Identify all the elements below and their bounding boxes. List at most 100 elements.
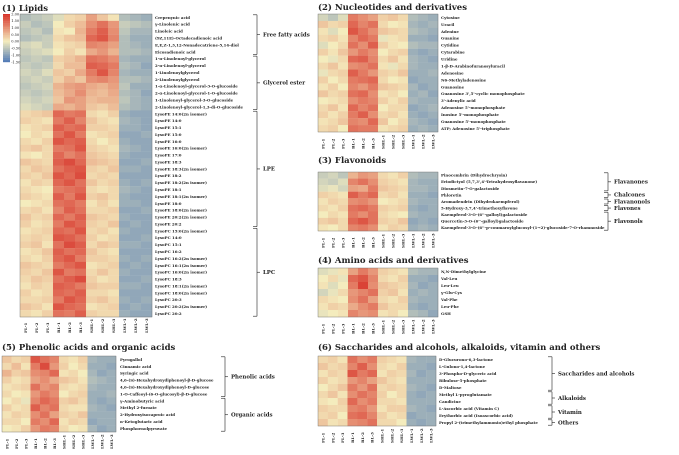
- heatmap-cell: [418, 83, 429, 91]
- heatmap-cell: [31, 34, 43, 42]
- heatmap-cell: [418, 211, 429, 219]
- heatmap-cell: [2, 397, 12, 405]
- heatmap-cell: [64, 158, 76, 166]
- heatmap-cell: [68, 404, 79, 412]
- heatmap-cell: [357, 363, 368, 371]
- heatmap-cell: [378, 224, 389, 232]
- heatmap-cell: [378, 303, 389, 311]
- heatmap-cell: [64, 14, 76, 22]
- row-label: LysoPE 15:0: [155, 132, 182, 137]
- heatmap-cell: [108, 275, 120, 283]
- heatmap-cell: [418, 104, 429, 112]
- heatmap-cell: [378, 217, 389, 225]
- heatmap-cell: [428, 34, 439, 42]
- row-label: LysoPE 18:2: [155, 173, 182, 178]
- row-label: Adenosine: [440, 70, 464, 75]
- heatmap-cell: [75, 75, 87, 84]
- heatmap-cell: [418, 62, 429, 70]
- heatmap-cell: [30, 404, 41, 412]
- heatmap-cell: [141, 199, 153, 207]
- legend-swatch: [3, 57, 10, 59]
- heatmap-cell: [53, 89, 65, 97]
- heatmap-cell: [11, 418, 22, 426]
- heatmap-cell: [75, 89, 87, 97]
- heatmap-cell: [368, 104, 379, 112]
- heatmap-cell: [386, 370, 397, 378]
- heatmap-cell: [367, 377, 378, 385]
- heatmap-cell: [97, 310, 109, 318]
- heatmap-cell: [64, 75, 76, 84]
- heatmap-cell: [97, 110, 109, 118]
- heatmap-cell: [86, 193, 98, 201]
- row-label: LysoPE 18:2(2n isomer): [155, 180, 207, 185]
- heatmap-cell: [64, 69, 76, 77]
- heatmap-cell: [337, 377, 348, 385]
- heatmap-cell: [378, 310, 389, 318]
- heatmap-cell: [108, 268, 120, 276]
- heatmap-cell: [119, 282, 131, 290]
- heatmap-cell: [418, 191, 429, 199]
- heatmap-cell: [368, 224, 379, 232]
- heatmap-cell: [64, 96, 76, 104]
- legend-swatch: [3, 45, 10, 47]
- heatmap-cell: [328, 62, 339, 70]
- heatmap-cell: [357, 405, 368, 413]
- heatmap-cell: [86, 303, 98, 311]
- heatmap-cell: [418, 90, 429, 98]
- row-label: LysoPE 18:0: [155, 201, 182, 206]
- heatmap-cell: [97, 397, 107, 405]
- heatmap-cell: [86, 96, 98, 104]
- legend-swatch: [3, 16, 10, 18]
- heatmap-cell: [348, 27, 359, 35]
- heatmap-cell: [428, 97, 439, 105]
- heatmap-cell: [367, 384, 378, 392]
- heatmap-cell: [338, 310, 349, 318]
- heatmap-cell: [358, 275, 369, 283]
- heatmap-cell: [416, 363, 427, 371]
- heatmap-cell: [348, 104, 359, 112]
- heatmap-cell: [328, 268, 339, 276]
- heatmap-cell: [119, 34, 131, 42]
- heatmap-cell: [141, 158, 153, 166]
- heatmap-cell: [108, 206, 120, 214]
- legend-swatch: [3, 52, 10, 54]
- heatmap-cell: [416, 391, 427, 399]
- legend-swatch: [3, 48, 10, 51]
- heatmap-cell: [42, 20, 54, 28]
- heatmap-cell: [106, 369, 117, 377]
- heatmap-cell: [31, 172, 43, 180]
- heatmap-cell: [20, 248, 32, 256]
- heatmap-cell: [42, 55, 54, 63]
- heatmap-cell: [398, 191, 409, 199]
- heatmap-cell: [357, 391, 368, 399]
- heatmap-cell: [318, 97, 329, 105]
- heatmap-cell: [20, 14, 32, 22]
- heatmap-cell: [20, 227, 32, 235]
- column-label: SHL-2: [71, 435, 76, 449]
- row-label: Aromadendrin (Dihydrokaempferol): [440, 199, 520, 204]
- heatmap-cell: [328, 111, 339, 119]
- heatmap-cell: [358, 34, 369, 42]
- heatmap-cell: [108, 89, 120, 97]
- heatmap-cell: [42, 310, 54, 318]
- heatmap-cell: [42, 117, 54, 125]
- row-label: 1-O-Caffeoyl-(6-O-glucosyl)-β-D-glucose: [120, 391, 208, 396]
- row-label: LysoPC 18:1(2n isomer): [155, 283, 207, 288]
- heatmap-cell: [348, 224, 359, 232]
- heatmap-cell: [418, 282, 429, 290]
- heatmap-cell: [42, 62, 54, 70]
- heatmap-cell: [108, 117, 120, 125]
- heatmap-cell: [106, 376, 117, 384]
- heatmap-cell: [68, 397, 79, 405]
- row-label: LysoPC 16:0(2n isomer): [155, 270, 207, 275]
- heatmap-cell: [141, 41, 153, 49]
- heatmap-cell: [406, 412, 417, 420]
- heatmap-cell: [328, 76, 339, 84]
- heatmap-cell: [78, 411, 88, 419]
- row-label: Crepenynic acid: [155, 15, 190, 20]
- heatmap-cell: [20, 193, 32, 201]
- heatmap-cell: [130, 193, 142, 201]
- heatmap-cell: [328, 275, 339, 283]
- heatmap-cell: [42, 151, 54, 159]
- heatmap-cell: [386, 384, 397, 392]
